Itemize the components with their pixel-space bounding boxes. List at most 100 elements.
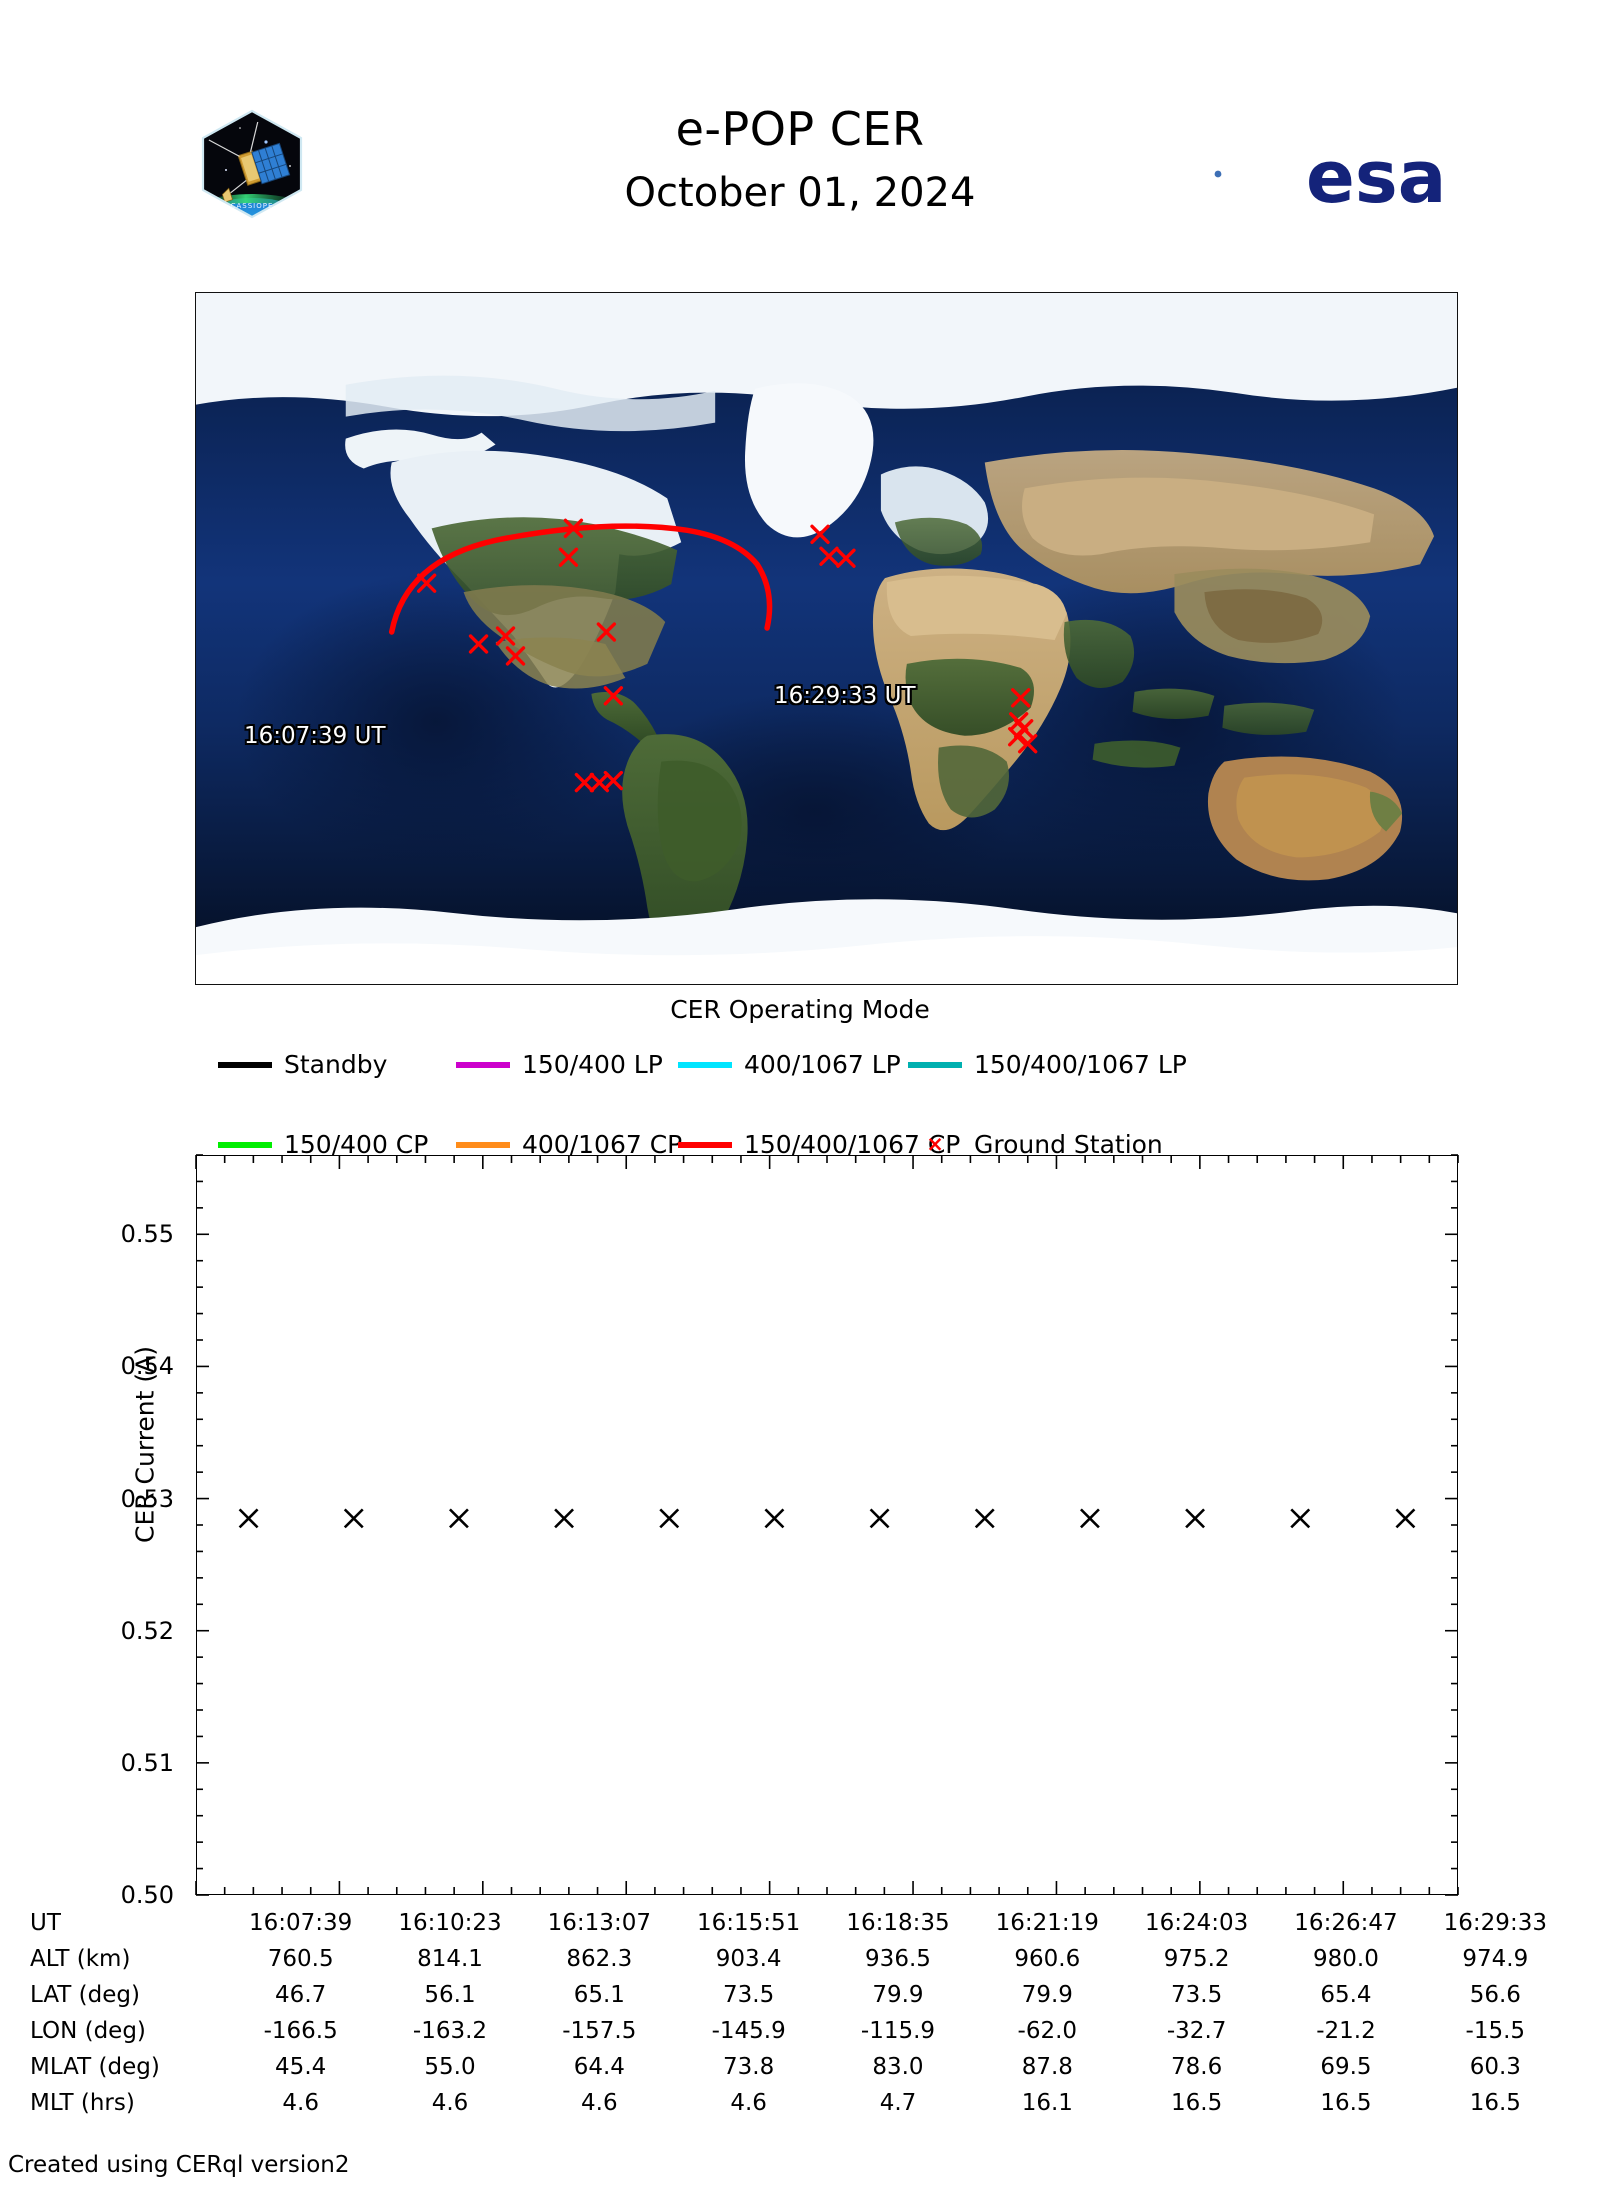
legend-item: × Ground Station [908,1130,1163,1159]
ground-station-marker [1017,734,1038,754]
table-cell: 4.6 [581,2090,618,2116]
ground-station-marker [596,622,617,642]
table-cell: 814.1 [417,1946,483,1972]
table-cell: 16:21:19 [995,1910,1099,1936]
ground-station-markers [416,518,1038,793]
legend-label: Ground Station [974,1130,1163,1159]
legend-color-swatch [456,1061,510,1068]
map-end-time-label: 16:29:33 UT [774,683,916,709]
table-cell: 73.5 [1171,1982,1223,2008]
table-cell: 16:29:33 [1443,1910,1547,1936]
table-cell: 974.9 [1462,1946,1529,1972]
table-cell: 960.6 [1014,1946,1081,1972]
y-tick-label: 0.54 [120,1352,174,1381]
legend-label: 150/400 CP [284,1130,429,1159]
table-cell: 60.3 [1469,2054,1521,2080]
table-row-label: MLAT (deg) [30,2054,160,2080]
table-cell: 16.5 [1171,2090,1223,2116]
table-row-label: ALT (km) [30,1946,131,1972]
ground-station-marker [563,518,584,538]
legend-item: 150/400 LP [456,1050,663,1079]
legend-color-swatch [218,1061,272,1068]
table-row: LAT (deg) 46.7 56.1 65.1 73.5 79.9 79.9 73.5 65.… [30,1977,1570,2013]
table-cell: 65.1 [573,1982,625,2008]
table-cell: 4.6 [431,2090,469,2116]
table-cell: 46.7 [275,1982,327,2008]
table-row: UT 16:07:39 16:10:23 16:13:07 16:15:51 16:18:… [30,1905,1570,1941]
table-cell: 83.0 [872,2054,924,2080]
ground-station-marker [603,686,624,706]
legend-label: 150/400/1067 CP [744,1130,961,1159]
table-cell: 65.4 [1320,1982,1372,2008]
page-date: October 01, 2024 [624,170,976,216]
table-cell: 16:18:35 [846,1910,950,1936]
y-tick-label: 0.55 [120,1220,174,1249]
map-canvas [196,293,1457,984]
table-cell: 16:26:47 [1294,1910,1398,1936]
svg-text:CASSIOPE: CASSIOPE [231,202,274,210]
table-cell: 78.6 [1171,2054,1223,2080]
ground-station-marker [495,626,516,646]
table-cell: 73.8 [723,2054,775,2080]
legend-color-swatch [456,1141,510,1148]
legend-item: 150/400/1067 LP [908,1050,1187,1079]
table-cell: 16:15:51 [696,1910,801,1936]
table-cell: 16:10:23 [398,1910,502,1936]
table-cell: 16.5 [1320,2090,1372,2116]
table-cell: 862.3 [566,1946,633,1972]
y-tick-label: 0.50 [120,1881,174,1909]
legend-color-swatch [218,1141,272,1148]
title-block: e-POP CER October 01, 2024 [400,98,1200,226]
footer-credit: Created using CERql version2 [8,2152,350,2178]
table-row: LON (deg) -166.5 -163.2 -157.5 -145.9 -115.9 -… [30,2013,1570,2049]
table-row: MLAT (deg) 45.4 55.0 64.4 73.8 83.0 87.8 78.6 69… [30,2049,1570,2085]
legend-label: 150/400 LP [522,1050,663,1079]
y-tick-label: 0.53 [120,1484,174,1513]
ground-station-legend-icon: × [926,1132,944,1156]
table-row-label: MLT (hrs) [30,2090,135,2116]
table-cell: -15.5 [1465,2018,1526,2044]
table-cell: 4.6 [730,2090,767,2116]
table-row-label: UT [30,1910,61,1936]
table-cell: 69.5 [1320,2054,1372,2080]
legend-color-swatch [908,1061,962,1068]
table-cell: -32.7 [1166,2018,1227,2044]
legend-item: 150/400/1067 CP [678,1130,960,1159]
legend-row: Standby 150/400 LP 400/1067 LP 150/400/1067… [218,1050,1418,1088]
legend-item: 400/1067 LP [678,1050,901,1079]
ground-station-marker [558,547,579,567]
legend-item: 150/400 CP [218,1130,428,1159]
table-cell: 56.1 [424,1982,476,2008]
table-cell: 4.7 [879,2090,917,2116]
ground-station-marker [574,772,595,793]
table-row-label: LAT (deg) [30,1982,140,2008]
legend-color-swatch [678,1061,732,1068]
table-cell: 56.6 [1469,1982,1521,2008]
table-cell: 975.2 [1163,1946,1230,1972]
page-title: e-POP CER [675,102,925,156]
plot-area [196,1155,1458,1895]
ground-track [388,523,773,635]
table-cell: -115.9 [860,2018,936,2044]
legend-label: 150/400/1067 LP [974,1050,1187,1079]
esa-wordmark: esa [1306,135,1446,219]
ground-station-marker [603,770,624,791]
table-cell: 16:24:03 [1144,1910,1249,1936]
y-tick-label: 0.52 [120,1616,174,1645]
table-cell: 73.5 [723,1982,775,2008]
world-map: 16:07:39 UT 16:29:33 UT [195,292,1458,985]
table-cell: 760.5 [267,1946,334,1972]
legend-item: Standby [218,1050,387,1079]
ground-station-marker [1008,727,1028,747]
table-cell: -163.2 [412,2018,488,2044]
table-cell: 936.5 [865,1946,931,1972]
ground-station-marker [810,524,830,544]
legend-label: 400/1067 LP [744,1050,901,1079]
ground-station-marker [468,634,489,654]
table-cell: -21.2 [1316,2018,1376,2044]
ground-station-marker [836,548,856,568]
table-cell: 55.0 [424,2054,476,2080]
ground-station-marker [416,573,437,593]
legend-item: 400/1067 CP [456,1130,682,1159]
table-cell: 903.4 [715,1946,782,1972]
